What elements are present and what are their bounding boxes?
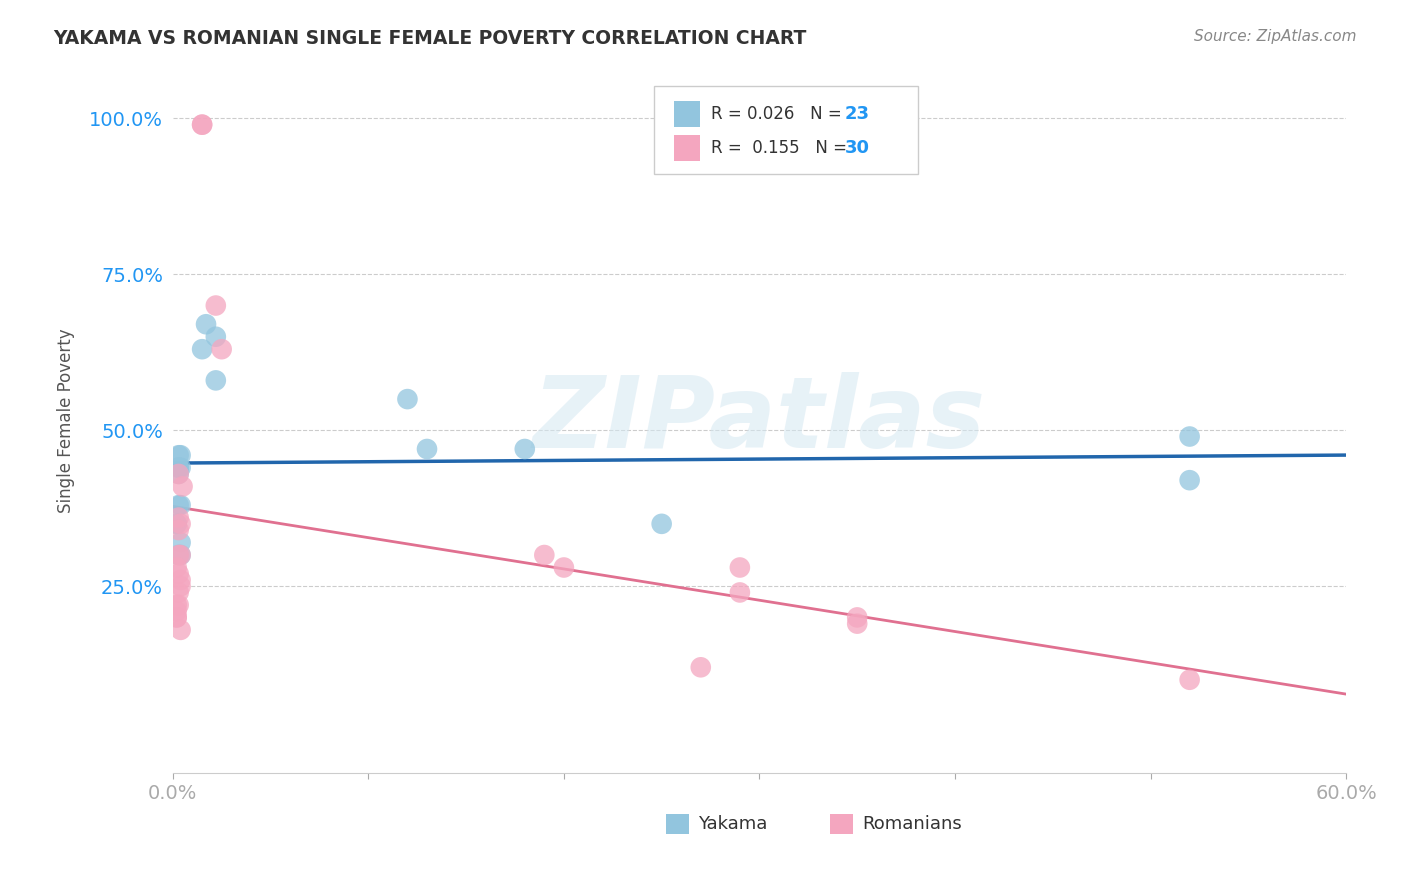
Point (169, 498, 191, 512)
Point (166, 598, 188, 612)
Point (651, 516, 673, 531)
Point (396, 392, 419, 406)
Point (846, 610, 869, 624)
Text: R =  0.155   N =: R = 0.155 N = (711, 139, 852, 157)
Y-axis label: Single Female Poverty: Single Female Poverty (58, 328, 75, 513)
Point (166, 610, 188, 624)
Point (204, 329, 226, 343)
Point (169, 460, 191, 475)
FancyBboxPatch shape (830, 814, 853, 834)
Point (169, 548, 191, 562)
Point (167, 467, 190, 481)
Text: ZIPatlas: ZIPatlas (533, 373, 986, 469)
Text: Source: ZipAtlas.com: Source: ZipAtlas.com (1194, 29, 1357, 44)
Point (166, 560, 188, 574)
Point (167, 585, 190, 599)
Point (167, 467, 190, 481)
Text: YAKAMA VS ROMANIAN SINGLE FEMALE POVERTY CORRELATION CHART: YAKAMA VS ROMANIAN SINGLE FEMALE POVERTY… (53, 29, 807, 47)
Point (167, 460, 190, 475)
Point (169, 548, 191, 562)
Point (846, 616, 869, 631)
Point (166, 610, 188, 624)
Point (169, 623, 191, 637)
Point (169, 573, 191, 587)
Point (167, 460, 190, 475)
Point (728, 585, 751, 599)
Point (689, 660, 711, 674)
FancyBboxPatch shape (673, 136, 700, 161)
Point (204, 299, 226, 313)
Point (169, 516, 191, 531)
Point (167, 523, 190, 537)
FancyBboxPatch shape (654, 87, 918, 174)
Point (169, 579, 191, 593)
Point (728, 560, 751, 574)
Text: Romanians: Romanians (863, 815, 963, 833)
Point (167, 548, 190, 562)
Point (191, 342, 214, 356)
Point (167, 548, 190, 562)
Point (167, 498, 190, 512)
Point (553, 560, 575, 574)
Point (416, 442, 439, 456)
Point (1178, 673, 1201, 687)
Point (166, 604, 188, 618)
Text: R = 0.026   N =: R = 0.026 N = (711, 105, 848, 123)
Text: 23: 23 (845, 105, 870, 123)
Point (169, 448, 191, 462)
Point (204, 373, 226, 387)
Text: Yakama: Yakama (699, 815, 768, 833)
Point (191, 118, 214, 132)
Point (166, 516, 188, 531)
Point (167, 566, 190, 581)
Point (211, 342, 233, 356)
Point (167, 510, 190, 524)
Point (169, 535, 191, 549)
Point (191, 118, 214, 132)
Point (167, 448, 190, 462)
FancyBboxPatch shape (673, 102, 700, 127)
Point (533, 548, 555, 562)
Point (167, 598, 190, 612)
Text: 30: 30 (845, 139, 870, 157)
FancyBboxPatch shape (665, 814, 689, 834)
Point (1178, 473, 1201, 487)
Point (172, 479, 194, 493)
Point (166, 516, 188, 531)
Point (195, 318, 218, 332)
Point (1178, 429, 1201, 443)
Point (513, 442, 536, 456)
